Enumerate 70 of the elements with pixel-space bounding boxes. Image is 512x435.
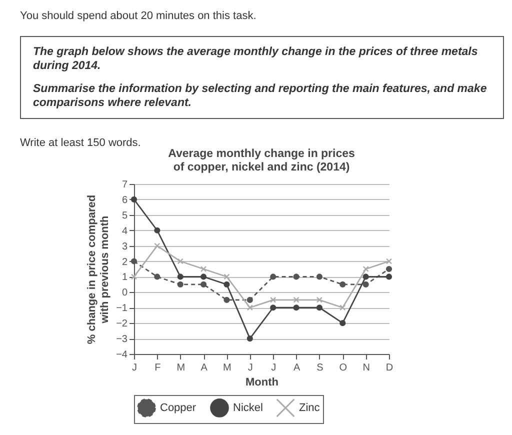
legend-label: Copper [160,402,196,414]
point [386,266,392,272]
x-tick-label: F [154,362,161,374]
y-tick-label: 0 [122,288,128,299]
point [340,281,346,288]
legend-label: Zinc [299,402,320,414]
text: Summarise the information by selecting and reporting the main features, and make comparisons where relevant. [33,82,488,110]
y-tick-label: −2 [116,318,128,330]
point [293,296,300,303]
point [154,227,160,234]
y-tick-label: 5 [122,210,128,222]
point [224,281,230,288]
point [130,196,138,202]
x-axis-title: Month [246,376,279,388]
point [316,304,323,311]
point [177,274,184,280]
point [224,296,230,303]
legend-label: Nickel [233,402,263,414]
point [130,274,138,280]
y-tick-label: 2 [122,256,128,268]
point [316,274,323,280]
text: The graph below shows the average monthly change in the prices of three metals during 2014. [33,45,479,73]
x-tick-label: N [362,362,370,374]
x-tick-label: M [176,362,186,374]
point [270,304,276,311]
x-tick-label: D [386,362,394,374]
point [386,258,392,264]
point [362,274,369,280]
point [130,258,138,264]
point [316,296,323,303]
point [224,274,230,280]
point [200,266,207,272]
point [246,304,253,311]
y-tick-label: 6 [122,194,128,206]
point [200,274,207,280]
point [293,304,300,311]
y-axis-title: % change in price compared with previous month [86,194,112,344]
y-tick-label: −3 [116,334,128,346]
point [340,304,346,311]
y-tick-label: 3 [122,241,128,252]
point [340,320,346,326]
x-tick-label: M [223,362,232,374]
point [246,296,253,303]
point [177,258,184,264]
x-tick-label: A [293,362,300,374]
point [154,242,160,249]
text: You should spend about 20 minutes on this task. [20,10,256,22]
point [177,281,184,288]
y-tick-label: 1 [122,272,128,284]
point [386,274,392,280]
x-tick-label: O [339,362,348,374]
chart-title: Average monthly change in prices of copper, nickel and zinc (2014) [168,148,355,174]
point [362,281,369,288]
x-tick-label: A [200,362,208,374]
point [270,296,276,303]
x-tick-label: S [316,362,324,374]
point [246,336,253,342]
text: Write at least 150 words. [20,137,141,149]
point [270,274,276,280]
x-tick-label: J [271,362,276,374]
y-tick-label: −1 [116,303,128,314]
point [362,266,369,272]
x-tick-label: J [132,362,137,374]
point [154,274,160,280]
point [200,281,207,288]
point [293,274,300,280]
y-tick-label: 4 [122,226,128,237]
y-tick-label: 7 [122,180,128,190]
x-tick-label: J [248,362,253,374]
y-tick-label: −4 [116,350,128,360]
